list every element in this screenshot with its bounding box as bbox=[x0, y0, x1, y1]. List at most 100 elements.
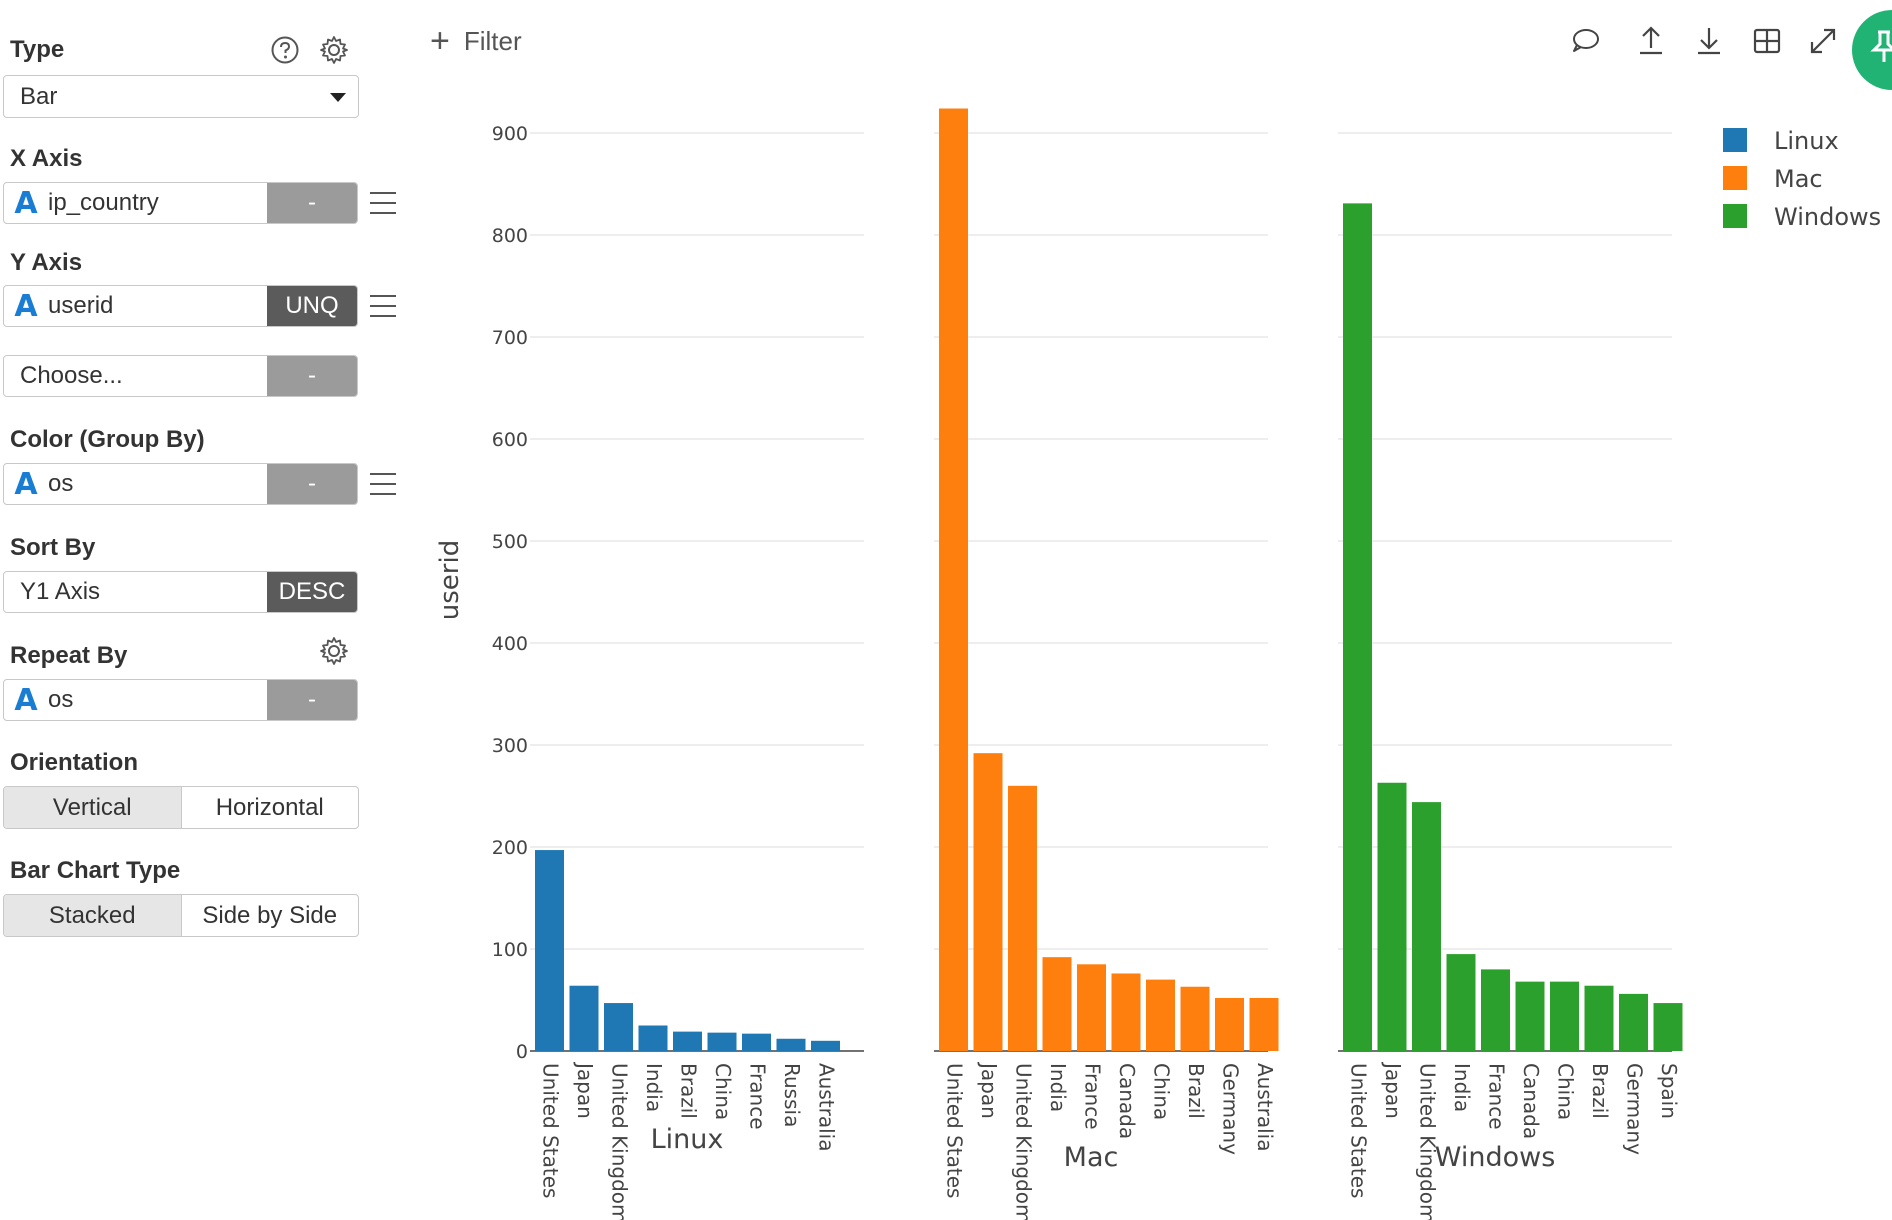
y-axis-second-aggregate-button[interactable]: - bbox=[267, 356, 357, 396]
x-tick-label: United States bbox=[539, 1063, 563, 1198]
x-tick-label: Canada bbox=[1115, 1063, 1139, 1139]
type-label: Type bbox=[10, 36, 65, 63]
side-by-side-option[interactable]: Side by Side bbox=[202, 901, 338, 929]
repeat-by-label: Repeat By bbox=[10, 642, 128, 669]
filter-label: Filter bbox=[463, 25, 522, 56]
panel-title-windows: Windows bbox=[1435, 1142, 1556, 1173]
bar-mac-india bbox=[1042, 957, 1072, 1051]
pin-button[interactable] bbox=[1852, 10, 1892, 90]
pin-icon bbox=[1870, 30, 1892, 62]
text-type-icon: A bbox=[14, 288, 38, 324]
bar-mac-canada bbox=[1111, 973, 1141, 1051]
text-type-icon: A bbox=[14, 185, 38, 221]
legend-label-windows: Windows bbox=[1774, 203, 1881, 231]
repeat-by-aggregate-button[interactable]: - bbox=[267, 680, 357, 720]
bar-mac-australia bbox=[1249, 997, 1279, 1051]
bar-windows-brazil bbox=[1584, 985, 1614, 1051]
orientation-toggle: Vertical Horizontal bbox=[3, 786, 359, 829]
color-field-name: os bbox=[48, 470, 74, 497]
filter-button[interactable]: + Filter bbox=[430, 24, 522, 58]
legend-label-mac: Mac bbox=[1774, 165, 1823, 193]
orientation-vertical-option[interactable]: Vertical bbox=[4, 787, 182, 828]
bar-windows-canada bbox=[1515, 981, 1545, 1051]
x-tick-label: India bbox=[642, 1063, 666, 1112]
y-tick-label: 200 bbox=[492, 837, 528, 859]
y-axis-menu-icon[interactable] bbox=[370, 295, 396, 317]
sort-by-field-name: Y1 Axis bbox=[20, 578, 101, 605]
bar-linux-united-states bbox=[535, 850, 564, 1051]
bar-mac-japan bbox=[973, 753, 1003, 1051]
bar-linux-australia bbox=[811, 1040, 840, 1051]
comment-icon[interactable] bbox=[1568, 24, 1602, 58]
bar-mac-brazil bbox=[1180, 986, 1210, 1051]
x-tick-label: Canada bbox=[1519, 1063, 1543, 1139]
x-axis-aggregate-button[interactable]: - bbox=[267, 183, 357, 223]
y-tick-label: 0 bbox=[516, 1041, 528, 1063]
bar-mac-united-states bbox=[939, 108, 968, 1051]
y-axis-field[interactable]: A userid UNQ bbox=[3, 285, 358, 327]
y-tick-label: 500 bbox=[492, 531, 528, 553]
legend-swatch-windows bbox=[1723, 204, 1747, 228]
color-aggregate-button[interactable]: - bbox=[267, 464, 357, 504]
chart-settings-sidebar: Type Bar X Axis A ip_country - Y Axis A … bbox=[0, 0, 410, 1220]
bar-linux-france bbox=[742, 1033, 771, 1051]
panel-title-mac: Mac bbox=[1064, 1142, 1119, 1173]
x-axis-menu-icon[interactable] bbox=[370, 192, 396, 214]
caret-down-icon bbox=[330, 93, 346, 102]
y-axis-aggregate-button[interactable]: UNQ bbox=[267, 286, 357, 326]
x-tick-label: Japan bbox=[573, 1061, 597, 1119]
gear-icon[interactable] bbox=[319, 35, 349, 65]
orientation-horizontal-option[interactable]: Horizontal bbox=[215, 793, 324, 821]
bar-chart-type-toggle: Stacked Side by Side bbox=[3, 894, 359, 937]
y-tick-label: 600 bbox=[492, 429, 528, 451]
color-group-by-label: Color (Group By) bbox=[10, 426, 205, 453]
x-tick-label: United Kingdom bbox=[608, 1063, 632, 1220]
x-tick-label: Brazil bbox=[677, 1063, 701, 1119]
stacked-option[interactable]: Stacked bbox=[4, 895, 182, 936]
bar-linux-brazil bbox=[673, 1031, 702, 1051]
y-axis-second-field[interactable]: Choose... - bbox=[3, 355, 358, 397]
x-tick-label: Australia bbox=[815, 1063, 839, 1151]
y-tick-label: 300 bbox=[492, 735, 528, 757]
x-axis-label: X Axis bbox=[10, 145, 83, 172]
sort-by-field[interactable]: Y1 Axis DESC bbox=[3, 571, 358, 613]
bar-windows-germany bbox=[1619, 993, 1648, 1051]
download-icon[interactable] bbox=[1692, 24, 1726, 58]
question-circle-icon[interactable] bbox=[271, 36, 299, 64]
grid-icon[interactable] bbox=[1750, 24, 1784, 58]
repeat-by-field[interactable]: A os - bbox=[3, 679, 358, 721]
x-tick-label: Russia bbox=[780, 1063, 804, 1127]
bar-linux-japan bbox=[569, 985, 599, 1051]
bar-windows-spain bbox=[1653, 1003, 1683, 1051]
bar-windows-india bbox=[1446, 954, 1476, 1051]
y-axis-label: Y Axis bbox=[10, 249, 83, 276]
text-type-icon: A bbox=[14, 466, 38, 502]
legend-swatch-linux bbox=[1723, 128, 1747, 152]
upload-icon[interactable] bbox=[1634, 24, 1668, 58]
x-tick-label: Japan bbox=[1381, 1061, 1405, 1119]
chart-type-select[interactable]: Bar bbox=[3, 75, 359, 118]
x-axis-field[interactable]: A ip_country - bbox=[3, 182, 358, 224]
y-tick-label: 100 bbox=[492, 939, 528, 961]
x-tick-label: Germany bbox=[1219, 1063, 1243, 1155]
panel-title-linux: Linux bbox=[651, 1124, 724, 1155]
y-tick-label: 400 bbox=[492, 633, 528, 655]
x-tick-label: China bbox=[1554, 1063, 1578, 1120]
expand-icon[interactable] bbox=[1806, 24, 1840, 58]
color-menu-icon[interactable] bbox=[370, 473, 396, 495]
x-tick-label: France bbox=[1485, 1063, 1509, 1130]
bar-linux-india bbox=[638, 1025, 668, 1051]
bar-chart-type-label: Bar Chart Type bbox=[10, 857, 181, 884]
x-tick-label: Spain bbox=[1657, 1063, 1681, 1119]
x-tick-label: United Kingdom bbox=[1416, 1063, 1440, 1220]
color-field[interactable]: A os - bbox=[3, 463, 358, 505]
bar-windows-china bbox=[1550, 981, 1579, 1051]
x-tick-label: United States bbox=[943, 1063, 967, 1198]
bar-mac-united-kingdom bbox=[1008, 785, 1037, 1051]
bar-windows-france bbox=[1481, 969, 1510, 1051]
sort-order-button[interactable]: DESC bbox=[267, 572, 357, 612]
bar-linux-united-kingdom bbox=[604, 1003, 633, 1051]
bar-windows-united-states bbox=[1343, 203, 1372, 1051]
gear-icon[interactable] bbox=[319, 636, 349, 666]
